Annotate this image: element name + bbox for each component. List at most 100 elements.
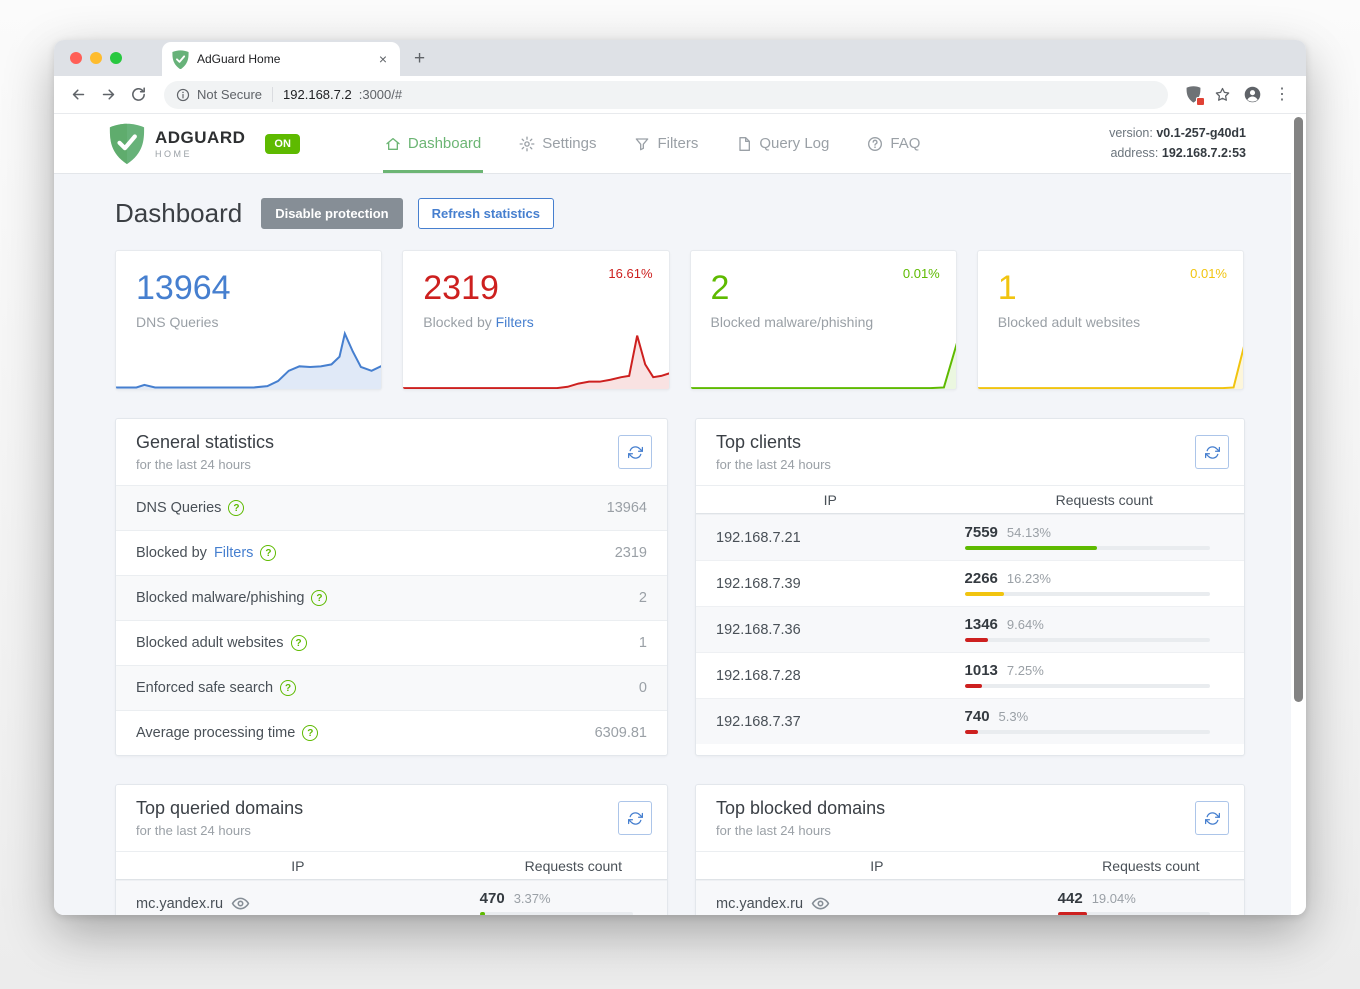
request-count: 740 xyxy=(964,707,990,725)
request-percent: 5.3% xyxy=(998,708,1029,724)
app-header: ADGUARD HOME ON Dashboard Settings Filters… xyxy=(54,114,1306,174)
nav-item-settings[interactable]: Settings xyxy=(519,114,596,173)
panel-title: Top clients xyxy=(716,432,802,452)
help-circle-icon[interactable]: ? xyxy=(260,545,277,561)
close-tab-icon[interactable]: × xyxy=(378,51,387,67)
request-count: 442 xyxy=(1057,889,1083,907)
nav-item-label: Dashboard xyxy=(407,135,482,152)
general-stat-row: Blocked by Filters? 2319 xyxy=(116,530,667,575)
general-stat-value: 13964 xyxy=(606,500,647,516)
omnibox-divider xyxy=(272,87,274,102)
progress-bar-fill xyxy=(964,545,1098,550)
row-name: 192.168.7.21 xyxy=(716,529,801,546)
refresh-statistics-button[interactable]: Refresh statistics xyxy=(417,198,555,229)
panel-subtitle: for the last 24 hours xyxy=(136,823,251,838)
row-name-cell: 192.168.7.39 xyxy=(696,576,965,592)
panel-header: Top blocked domains for the last 24 hour… xyxy=(696,785,1244,851)
disable-protection-button[interactable]: Disable protection xyxy=(261,198,403,229)
page-title: Dashboard xyxy=(115,198,243,228)
panel-refresh-button[interactable] xyxy=(618,435,652,469)
forward-icon[interactable] xyxy=(96,83,120,107)
bookmark-star-icon[interactable] xyxy=(1210,83,1234,107)
stat-card-value: 13964 xyxy=(136,269,231,307)
stat-card-value: 2319 xyxy=(423,269,499,307)
general-stat-label: Blocked adult websites? xyxy=(136,635,307,651)
nav-item-label: Query Log xyxy=(759,135,830,152)
new-tab-button[interactable]: + xyxy=(414,48,426,69)
scrollbar-gutter xyxy=(1291,114,1306,915)
row-name-cell: 192.168.7.28 xyxy=(696,668,965,684)
zoom-window-button[interactable] xyxy=(110,52,122,64)
adguard-logo[interactable]: ADGUARD HOME ON xyxy=(109,114,300,173)
panel-title: Top blocked domains xyxy=(716,798,886,818)
scrollbar-thumb[interactable] xyxy=(1294,117,1303,702)
reload-icon[interactable] xyxy=(126,83,150,107)
table-row: mc.yandex.ru 470 3.37% xyxy=(116,880,667,915)
help-circle-icon[interactable]: ? xyxy=(228,500,245,516)
stat-card-value: 2 xyxy=(710,269,730,307)
info-icon[interactable] xyxy=(176,88,190,102)
sparkline-chart xyxy=(690,326,956,389)
table-header: IP Requests count xyxy=(696,485,1244,514)
help-circle-icon[interactable]: ? xyxy=(280,680,297,696)
row-count-cell: 7559 54.13% xyxy=(964,518,1244,558)
help-circle-icon[interactable]: ? xyxy=(311,590,328,606)
browser-menu-icon[interactable]: ⋮ xyxy=(1274,85,1290,103)
stat-card-percent: 0.01% xyxy=(1190,266,1227,281)
panel-refresh-button[interactable] xyxy=(1195,435,1229,469)
close-window-button[interactable] xyxy=(70,52,82,64)
row-name: 192.168.7.36 xyxy=(716,621,801,638)
row-name-cell: 192.168.7.21 xyxy=(696,530,965,546)
panel-header: General statistics for the last 24 hours xyxy=(116,419,667,485)
extension-badge xyxy=(1196,96,1205,106)
extension-icon[interactable] xyxy=(1182,84,1205,106)
version-label: version: xyxy=(1109,126,1153,141)
row-name-cell: 192.168.7.36 xyxy=(696,622,965,638)
row-count-cell: 740 5.3% xyxy=(964,702,1244,742)
filters-link[interactable]: Filters xyxy=(213,545,254,561)
filters-link[interactable]: Filters xyxy=(495,314,534,330)
table-row: 192.168.7.37 740 5.3% xyxy=(696,698,1244,744)
back-icon[interactable] xyxy=(66,83,90,107)
sparkline-chart xyxy=(403,326,669,389)
nav-item-label: Filters xyxy=(657,135,699,152)
row-count-cell: 1013 7.25% xyxy=(964,656,1244,696)
panel-subtitle: for the last 24 hours xyxy=(136,457,251,472)
minimize-window-button[interactable] xyxy=(90,52,102,64)
stat-card-value: 1 xyxy=(997,269,1017,307)
help-circle-icon[interactable]: ? xyxy=(290,635,307,651)
request-count: 1013 xyxy=(964,661,998,679)
panel-refresh-button[interactable] xyxy=(1195,801,1229,835)
address-bar[interactable]: Not Secure 192.168.7.2 :3000/# xyxy=(164,80,1168,109)
eye-icon[interactable] xyxy=(811,894,830,913)
progress-bar-fill xyxy=(964,637,989,642)
nav-item-label: Settings xyxy=(542,135,597,152)
browser-tab[interactable]: AdGuard Home × xyxy=(162,42,400,76)
stat-card-label: Blocked adult websites xyxy=(997,314,1141,330)
progress-bar-fill xyxy=(964,683,983,688)
progress-bar-track xyxy=(964,545,1210,550)
security-label: Not Secure xyxy=(197,87,263,102)
nav-item-label: FAQ xyxy=(890,135,921,152)
table-row: 192.168.7.28 1013 7.25% xyxy=(696,652,1244,698)
nav-item-query-log[interactable]: Query Log xyxy=(736,114,829,173)
sparkline-chart xyxy=(116,326,382,389)
refresh-icon xyxy=(627,445,643,460)
stat-card: 1 Blocked adult websites 0.01% xyxy=(976,250,1244,390)
help-circle-icon[interactable]: ? xyxy=(302,725,319,741)
stat-card-label: Blocked by Filters xyxy=(423,314,534,330)
nav-item-dashboard[interactable]: Dashboard xyxy=(382,114,484,173)
progress-bar-fill xyxy=(479,911,485,915)
stat-card: 13964 DNS Queries xyxy=(115,250,383,390)
general-stat-row: DNS Queries? 13964 xyxy=(116,485,667,530)
general-stat-label: Average processing time? xyxy=(136,725,319,741)
row-name: mc.yandex.ru xyxy=(716,895,804,912)
nav-item-filters[interactable]: Filters xyxy=(634,114,698,173)
progress-bar-fill xyxy=(964,591,1005,596)
eye-icon[interactable] xyxy=(231,894,250,913)
profile-avatar-icon[interactable] xyxy=(1240,83,1264,107)
panel-refresh-button[interactable] xyxy=(618,801,652,835)
funnel-icon xyxy=(634,136,650,152)
nav-item-faq[interactable]: FAQ xyxy=(867,114,920,173)
row-name: mc.yandex.ru xyxy=(136,895,224,912)
